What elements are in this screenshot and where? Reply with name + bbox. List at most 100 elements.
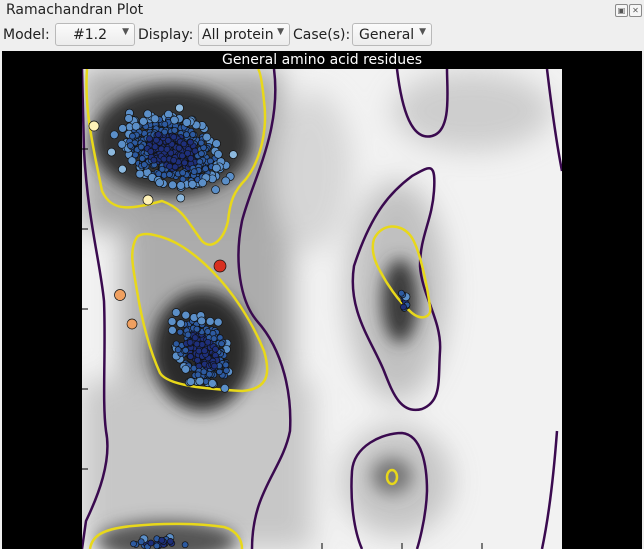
residue-point <box>181 364 191 374</box>
chevron-down-icon: ▼ <box>277 27 284 37</box>
outer-contour-bottom <box>350 431 429 549</box>
residue-point <box>171 126 179 134</box>
residue-point <box>187 353 194 360</box>
residue-point <box>176 328 184 336</box>
residue-point <box>197 316 206 326</box>
residue-point <box>184 331 192 339</box>
residue-point <box>218 340 225 347</box>
residue-point <box>191 334 199 342</box>
outer-contour-top-lobe <box>395 69 449 138</box>
residue-point <box>147 539 155 547</box>
residue-point <box>155 178 164 188</box>
residue-point <box>181 310 191 320</box>
residue-point <box>137 538 145 546</box>
residue-point <box>211 362 218 370</box>
residue-point <box>182 118 192 127</box>
residue-point <box>212 139 221 148</box>
cases-label: Case(s): <box>293 27 351 43</box>
residue-point <box>158 536 166 544</box>
residue-point <box>179 169 187 177</box>
outlier-point <box>88 120 100 132</box>
residue-point <box>228 150 238 159</box>
ramachandran-plot[interactable]: General amino acid residues <box>2 51 642 549</box>
outer-contour-top-right <box>545 69 562 172</box>
residue-point <box>176 319 186 328</box>
residue-point <box>179 152 186 160</box>
residue-point <box>118 124 127 133</box>
residue-point <box>129 132 136 140</box>
residue-point <box>195 376 205 386</box>
residue-point <box>208 379 217 388</box>
outer-contour-bottom-right <box>540 430 559 549</box>
residue-point <box>161 128 168 136</box>
residue-point <box>182 346 189 354</box>
residue-point <box>139 116 148 126</box>
residue-point <box>180 140 188 148</box>
residue-point <box>184 149 191 157</box>
contour-lines <box>82 69 562 549</box>
residue-point <box>166 171 173 178</box>
residue-point <box>223 367 230 374</box>
residue-point <box>197 139 205 147</box>
model-value: #1.2 <box>73 27 107 43</box>
inner-contour-alpha <box>131 232 269 393</box>
outlier-point <box>142 194 154 206</box>
outer-contour-left <box>82 69 109 549</box>
toolbar: Model: #1.2 ▼ Display: All protein ▼ Cas… <box>0 21 644 51</box>
residue-point <box>166 162 173 170</box>
residue-point <box>183 131 190 138</box>
residue-point <box>205 317 215 326</box>
display-select[interactable]: All protein ▼ <box>198 23 290 46</box>
residue-point <box>170 133 178 141</box>
residue-point <box>201 347 208 355</box>
plot-canvas[interactable] <box>2 51 642 549</box>
residue-point <box>189 131 197 138</box>
residue-point <box>181 159 188 167</box>
residue-point <box>163 145 171 153</box>
residue-point <box>176 193 186 203</box>
residue-point <box>188 179 197 189</box>
residue-point <box>193 325 201 333</box>
axis-ticks <box>82 148 483 549</box>
residue-point <box>127 156 137 166</box>
residue-point <box>175 144 183 152</box>
residue-point <box>206 370 213 378</box>
residue-point <box>400 303 407 311</box>
residue-point <box>164 137 172 144</box>
inner-contour-bottom <box>88 522 244 549</box>
residue-point <box>151 143 159 151</box>
residue-point <box>143 109 153 119</box>
chevron-down-icon: ▼ <box>122 27 129 37</box>
cases-value: General <box>359 27 415 43</box>
title-bar: Ramachandran Plot ▣ ✕ <box>0 0 644 21</box>
residue-point <box>158 165 166 173</box>
residue-point <box>198 178 207 188</box>
chevron-down-icon: ▼ <box>419 27 426 37</box>
residue-point <box>194 371 202 379</box>
residue-point <box>222 361 230 369</box>
residue-point <box>204 338 212 346</box>
residue-point <box>160 155 168 163</box>
residue-point <box>202 132 212 142</box>
undock-icon[interactable]: ▣ <box>615 4 628 17</box>
model-select[interactable]: #1.2 ▼ <box>55 23 135 46</box>
residue-point <box>150 156 158 164</box>
close-icon[interactable]: ✕ <box>629 4 642 17</box>
residue-point <box>168 180 177 190</box>
outlier-point <box>114 289 126 301</box>
residue-point <box>167 317 177 326</box>
plot-title: General amino acid residues <box>221 52 423 68</box>
residue-point <box>135 169 145 179</box>
residue-point <box>212 345 219 353</box>
residue-point <box>130 540 137 548</box>
residue-point <box>221 176 231 186</box>
residue-point <box>202 165 209 173</box>
residue-point <box>212 163 221 173</box>
display-label: Display: <box>138 27 194 43</box>
residue-point <box>155 131 162 138</box>
residue-point <box>124 114 134 123</box>
residue-point <box>171 308 181 317</box>
residue-point <box>186 339 194 346</box>
cases-select[interactable]: General ▼ <box>352 23 432 46</box>
residue-point <box>213 149 223 159</box>
